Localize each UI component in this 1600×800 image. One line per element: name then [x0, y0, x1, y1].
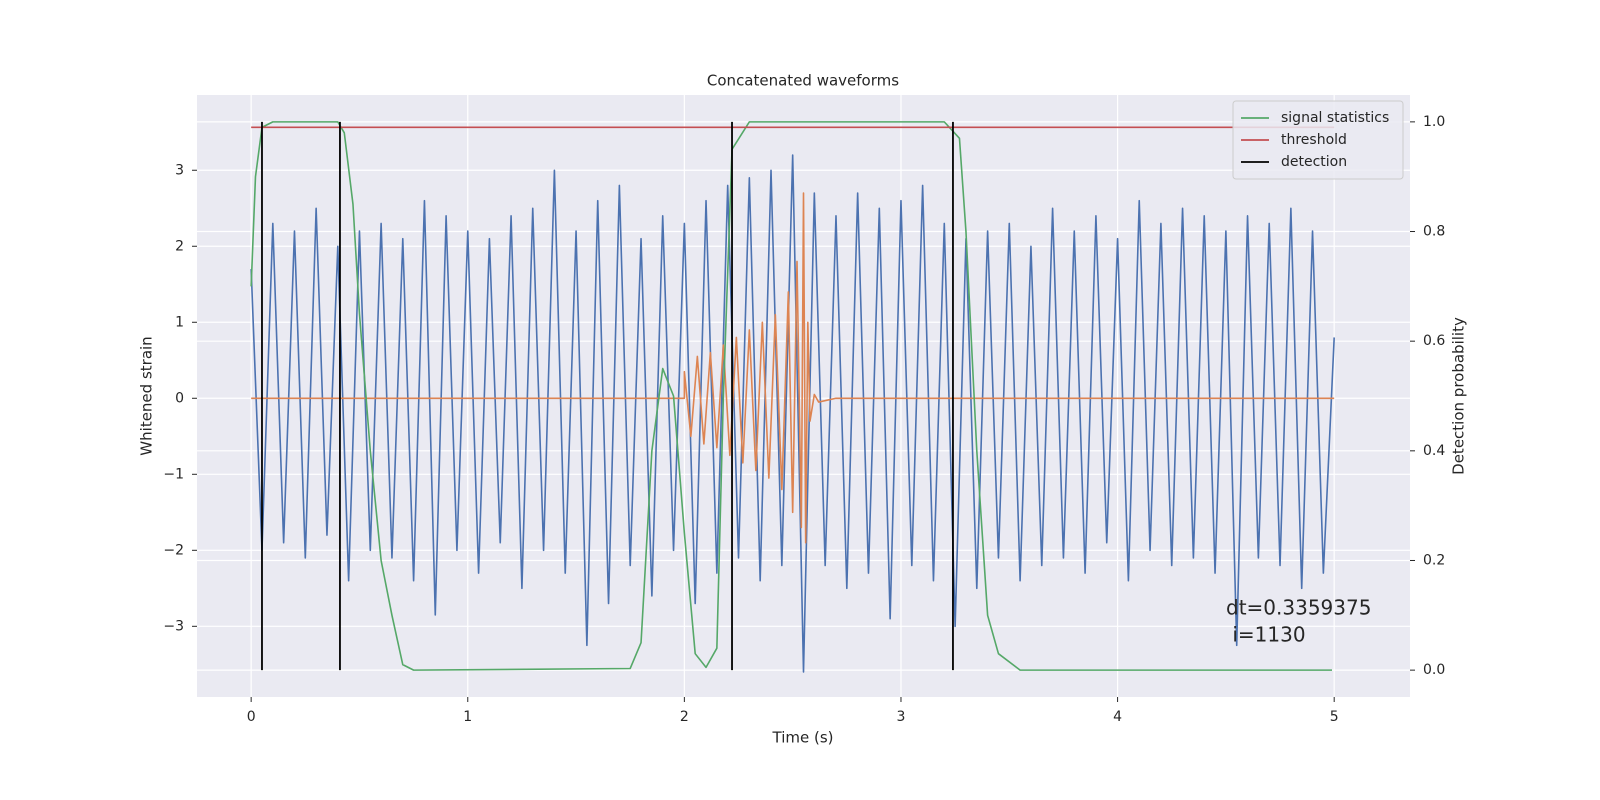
x-tick-label: 3 — [897, 709, 906, 725]
y-tick-label: 1 — [175, 314, 184, 330]
y-tick-label: 0 — [175, 390, 184, 406]
y-tick-label: 3 — [175, 162, 184, 178]
y2-tick-label: 0.6 — [1423, 333, 1445, 349]
x-tick-label: 0 — [247, 709, 256, 725]
x-tick-label: 5 — [1330, 709, 1339, 725]
legend-label: detection — [1281, 154, 1347, 170]
y2-tick-label: 0.4 — [1423, 443, 1445, 459]
y-axis-label: Whitened strain — [138, 336, 156, 455]
legend-label: threshold — [1281, 132, 1347, 148]
y2-tick-label: 0.0 — [1423, 662, 1445, 678]
y2-axis-label: Detection probability — [1450, 317, 1468, 475]
chart-title: Concatenated waveforms — [707, 72, 899, 90]
y2-tick-label: 1.0 — [1423, 114, 1445, 130]
x-tick-label: 1 — [463, 709, 472, 725]
y2-tick-label: 0.8 — [1423, 224, 1445, 240]
legend-box — [1232, 100, 1404, 180]
series-line — [250, 154, 1335, 673]
legend: signal statistics threshold detection — [1232, 100, 1404, 180]
series-line — [251, 192, 1335, 544]
x-axis-label: Time (s) — [772, 729, 834, 747]
y-tick-label: −3 — [163, 618, 184, 634]
annotation: dt=0.3359375 — [1226, 596, 1371, 620]
y2-tick-label: 0.2 — [1423, 552, 1445, 568]
x-tick-label: 2 — [680, 709, 689, 725]
y-tick-label: 2 — [175, 238, 184, 254]
annotation: i=1130 — [1226, 623, 1306, 647]
y-tick-label: −2 — [163, 542, 184, 558]
marks — [250, 121, 1335, 673]
series-line — [250, 121, 1333, 671]
axes: 0 1 2 3 4 5 −3 −2 −1 0 1 2 3 0.0 0.2 0.4 0.6 0.8 1.0 — [163, 114, 1445, 725]
legend-label: signal statistics — [1281, 110, 1389, 126]
x-tick-label: 4 — [1113, 709, 1122, 725]
y-tick-label: −1 — [163, 466, 184, 482]
